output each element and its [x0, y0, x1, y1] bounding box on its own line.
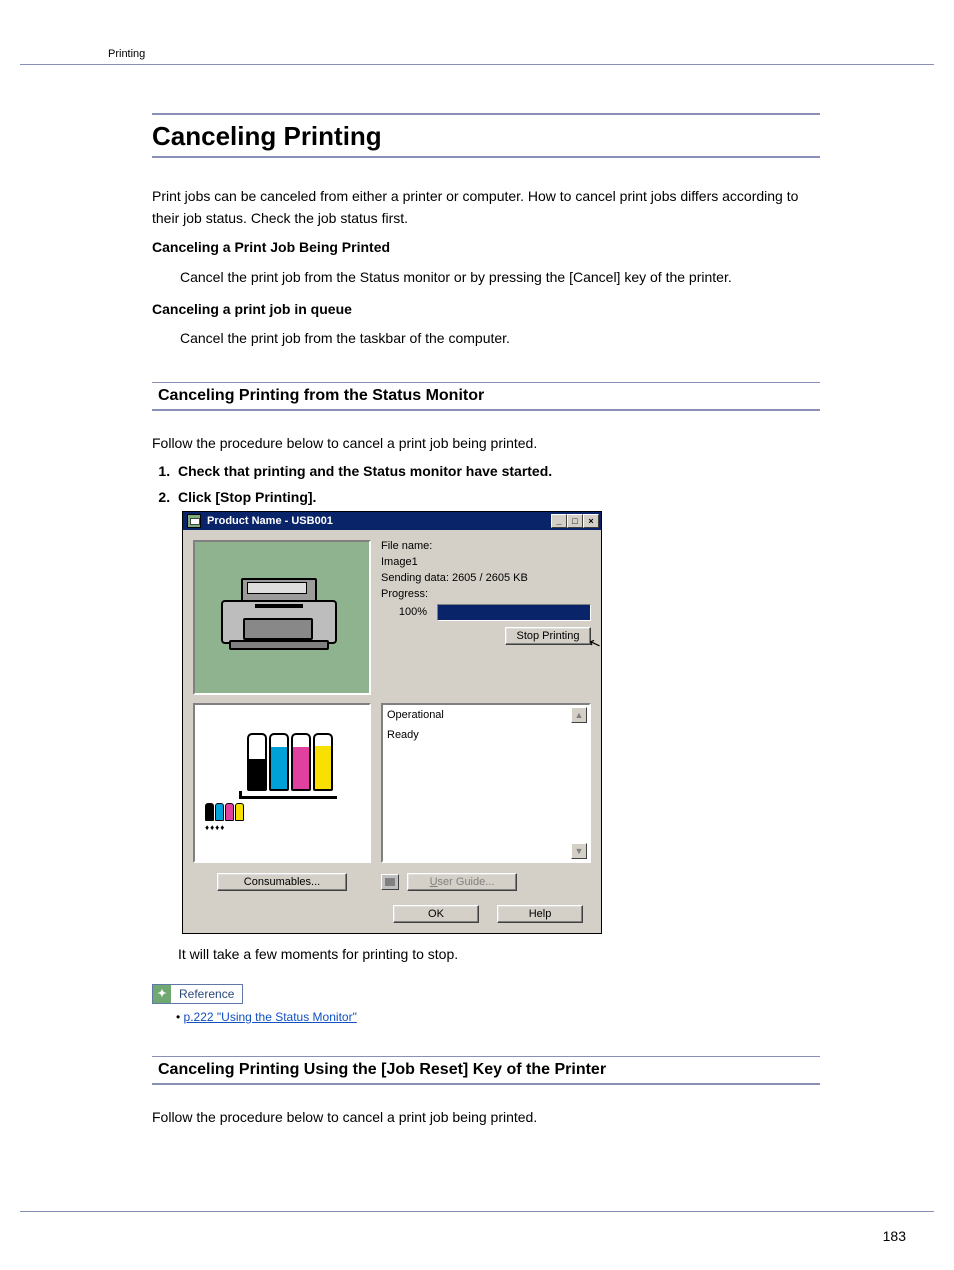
- sending-data: Sending data: 2605 / 2605 KB: [381, 572, 591, 584]
- status-monitor-dialog: Product Name - USB001 _ □ ×: [182, 511, 602, 934]
- mini-ink-icons: [205, 803, 244, 821]
- minimize-button[interactable]: _: [551, 514, 567, 528]
- progress-row: 100%: [381, 604, 591, 621]
- step-2-text: Click [Stop Printing].: [178, 489, 316, 505]
- page-title: Canceling Printing: [152, 113, 820, 158]
- cursor-icon: ↖: [587, 633, 604, 653]
- scroll-up-button[interactable]: ▲: [571, 707, 587, 723]
- ok-button[interactable]: OK: [393, 905, 479, 923]
- user-guide-button[interactable]: User Guide...: [407, 873, 517, 891]
- definition-2: Canceling a print job in queue Cancel th…: [152, 299, 820, 350]
- reference-badge: ✦ Reference: [152, 984, 243, 1004]
- help-button[interactable]: Help: [497, 905, 583, 923]
- progress-bar: [437, 604, 591, 621]
- content: Canceling Printing Print jobs can be can…: [20, 69, 820, 1128]
- follow-b: Follow the procedure below to cancel a p…: [152, 1107, 820, 1129]
- step-1: Check that printing and the Status monit…: [174, 463, 820, 479]
- footer-rule: [20, 1211, 934, 1212]
- def2-desc: Cancel the print job from the taskbar of…: [152, 328, 820, 350]
- def2-term: Canceling a print job in queue: [152, 299, 820, 321]
- progress-value: 100%: [381, 606, 429, 618]
- ink-levels-panel: ♦♦♦♦: [193, 703, 371, 863]
- subheading-status-monitor: Canceling Printing from the Status Monit…: [152, 382, 820, 411]
- dialog-button-row-1: Consumables... User Guide...: [193, 873, 591, 891]
- window-controls: _ □ ×: [551, 514, 599, 528]
- follow-a: Follow the procedure below to cancel a p…: [152, 433, 820, 455]
- def1-desc: Cancel the print job from the Status mon…: [152, 267, 820, 289]
- reference-item: p.222 "Using the Status Monitor": [176, 1010, 820, 1024]
- dialog-body: File name: Image1 Sending data: 2605 / 2…: [183, 530, 601, 933]
- ink-tank-cyan: [269, 733, 289, 791]
- page: Printing Canceling Printing Print jobs c…: [0, 0, 954, 1128]
- page-number: 183: [883, 1228, 906, 1244]
- dialog-title: Product Name - USB001: [207, 515, 551, 527]
- file-name-value: Image1: [381, 556, 591, 568]
- after-image-text: It will take a few moments for printing …: [178, 944, 820, 966]
- dialog-top-row: File name: Image1 Sending data: 2605 / 2…: [193, 540, 591, 695]
- definition-1: Canceling a Print Job Being Printed Canc…: [152, 237, 820, 288]
- app-icon: [187, 514, 201, 528]
- drop-icons: ♦♦♦♦: [205, 823, 225, 832]
- dialog-titlebar[interactable]: Product Name - USB001 _ □ ×: [183, 512, 601, 530]
- status-text-panel: Operational Ready ▲ ▼: [381, 703, 591, 863]
- stop-printing-button[interactable]: Stop Printing: [505, 627, 591, 645]
- consumables-button[interactable]: Consumables...: [217, 873, 347, 891]
- def1-term: Canceling a Print Job Being Printed: [152, 237, 820, 259]
- status-line-2: Ready: [387, 729, 585, 741]
- reference-label: Reference: [171, 986, 242, 1002]
- reference-list: p.222 "Using the Status Monitor": [176, 1010, 820, 1024]
- intro-text: Print jobs can be canceled from either a…: [152, 186, 820, 229]
- reference-icon: ✦: [153, 985, 171, 1003]
- page-header: Printing: [20, 48, 934, 65]
- dialog-mid-row: ♦♦♦♦ Operational Ready ▲ ▼: [193, 703, 591, 863]
- scroll-down-button[interactable]: ▼: [571, 843, 587, 859]
- ink-tank-magenta: [291, 733, 311, 791]
- ink-tank-black: [247, 733, 267, 791]
- printer-illustration: [193, 540, 371, 695]
- ink-tank-yellow: [313, 733, 333, 791]
- reference-link[interactable]: p.222 "Using the Status Monitor": [184, 1010, 357, 1024]
- file-name-label: File name:: [381, 540, 591, 552]
- steps-list: Check that printing and the Status monit…: [152, 463, 820, 966]
- status-line-1: Operational: [387, 709, 585, 721]
- maximize-button[interactable]: □: [567, 514, 583, 528]
- job-info: File name: Image1 Sending data: 2605 / 2…: [381, 540, 591, 695]
- section-label: Printing: [108, 48, 145, 60]
- close-button[interactable]: ×: [583, 514, 599, 528]
- user-guide-icon: [381, 874, 399, 890]
- step-2: Click [Stop Printing]. Product Name - US…: [174, 489, 820, 966]
- progress-label: Progress:: [381, 588, 591, 600]
- dialog-button-row-2: OK Help: [193, 905, 591, 923]
- subheading-job-reset: Canceling Printing Using the [Job Reset]…: [152, 1056, 820, 1085]
